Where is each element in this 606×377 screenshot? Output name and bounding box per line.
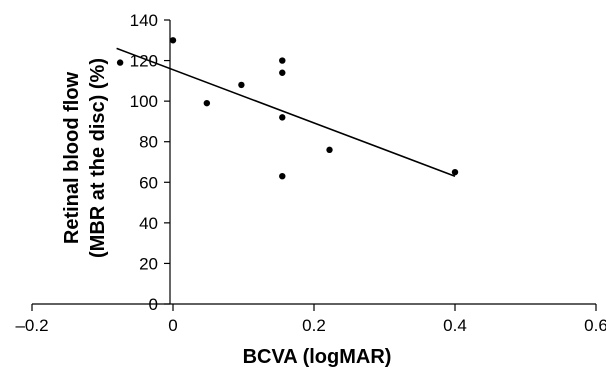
- y-tick-label: 80: [139, 133, 158, 152]
- data-point: [238, 81, 245, 89]
- y-tick-label: 60: [139, 173, 158, 192]
- data-point: [279, 114, 286, 121]
- data-point: [451, 168, 459, 176]
- data-point: [279, 57, 286, 64]
- y-tick-label: 20: [139, 254, 158, 273]
- data-point: [203, 99, 211, 107]
- trendline-group: [116, 47, 456, 177]
- x-axis-title: BCVA (logMAR): [243, 346, 392, 368]
- x-tick-label: 0: [168, 316, 177, 335]
- data-point: [279, 69, 286, 76]
- y-tick-label: 40: [139, 214, 158, 233]
- data-points: [116, 37, 459, 180]
- data-point: [326, 146, 333, 154]
- data-point: [169, 37, 177, 44]
- x-tick-label: 0.6: [584, 316, 606, 335]
- trendline: [116, 47, 456, 177]
- data-point: [279, 173, 286, 180]
- data-point: [116, 59, 124, 66]
- y-tick-label: 100: [130, 92, 158, 111]
- x-tick-label: 0.2: [302, 316, 326, 335]
- x-axis: –0.2 0 0.2 0.4 0.6: [15, 303, 606, 335]
- y-tick-label: 140: [130, 11, 158, 30]
- y-axis-title-line1: Retinal blood flow: [61, 71, 83, 244]
- x-tick-label: –0.2: [15, 316, 48, 335]
- y-axis-title-line2: (MBR at the disc) (%): [87, 58, 109, 258]
- x-tick-label: 0.4: [443, 316, 467, 335]
